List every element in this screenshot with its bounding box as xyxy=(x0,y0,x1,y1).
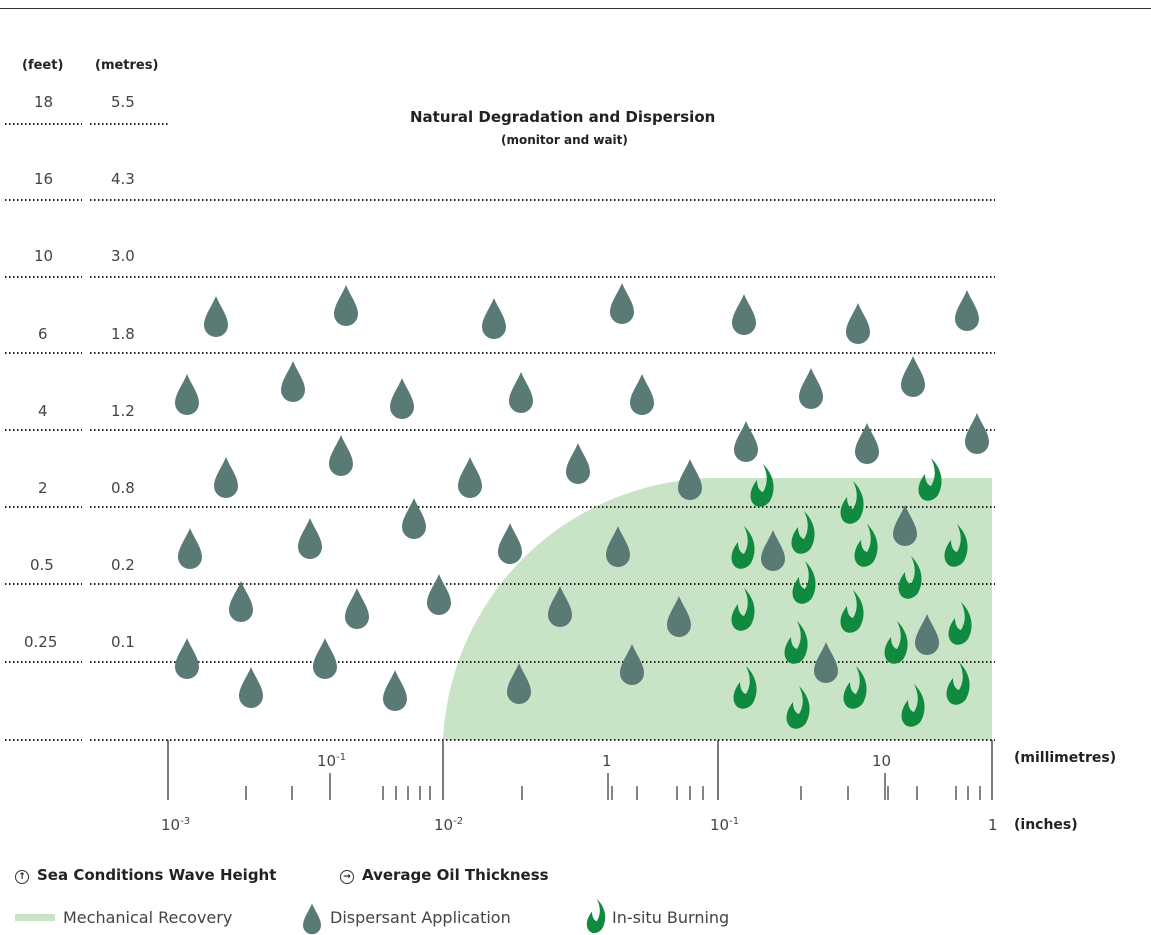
feet-label: 4 xyxy=(38,402,48,420)
thickness-scale xyxy=(167,740,993,800)
metres-label: 1.8 xyxy=(111,325,135,343)
metres-label: 1.2 xyxy=(111,402,135,420)
dispersant-drop-icon xyxy=(799,368,823,409)
dispersant-drop-icon xyxy=(630,374,654,415)
dispersant-drop-icon xyxy=(498,523,522,564)
inch-tick-label: 10-1 xyxy=(710,816,740,834)
inch-tick-label: 1 xyxy=(988,816,998,834)
feet-label: 6 xyxy=(38,325,48,343)
dispersant-drop-icon xyxy=(509,372,533,413)
right-arrow-icon: → xyxy=(340,870,354,884)
dispersant-drop-icon xyxy=(901,356,925,397)
oil-thickness-key: → Average Oil Thickness xyxy=(340,866,549,885)
up-arrow-icon: ↑ xyxy=(15,870,29,884)
dispersant-drop-icon xyxy=(239,667,263,708)
metres-label: 0.2 xyxy=(111,556,135,574)
zone-subtitle: (monitor and wait) xyxy=(501,133,628,147)
dispersant-drop-icon xyxy=(482,298,506,339)
dispersant-drop-icon xyxy=(734,421,758,462)
dispersant-drop-icon xyxy=(229,581,253,622)
inch-tick-label: 10-3 xyxy=(161,816,191,834)
legend-burning-label: In-situ Burning xyxy=(612,908,730,927)
feet-header: (feet) xyxy=(22,58,64,73)
dispersant-drop-icon xyxy=(965,413,989,454)
burning-legend-icon xyxy=(586,898,606,934)
metres-label: 0.1 xyxy=(111,633,135,651)
dispersant-drop-icon xyxy=(955,290,979,331)
legend-dispersant-label: Dispersant Application xyxy=(330,908,511,927)
dispersant-drop-icon xyxy=(402,498,426,539)
dispersant-drop-icon xyxy=(390,378,414,419)
dispersant-drop-icon xyxy=(298,518,322,559)
dispersant-legend-icon xyxy=(303,903,321,935)
mechanical-recovery-swatch xyxy=(15,914,55,921)
dispersant-drop-icon xyxy=(313,638,337,679)
zone-title: Natural Degradation and Dispersion xyxy=(410,108,716,126)
dispersant-drop-icon xyxy=(566,443,590,484)
dispersant-drop-icon xyxy=(334,285,358,326)
feet-label: 2 xyxy=(38,479,48,497)
dispersant-drop-icon xyxy=(846,303,870,344)
metres-label: 4.3 xyxy=(111,170,135,188)
inch-tick-label: 10-2 xyxy=(434,816,464,834)
metres-label: 3.0 xyxy=(111,247,135,265)
dispersant-drop-icon xyxy=(345,588,369,629)
feet-label: 0.5 xyxy=(30,556,54,574)
dispersant-drop-icon xyxy=(204,296,228,337)
wave-height-key: ↑ Sea Conditions Wave Height xyxy=(15,866,276,885)
feet-label: 16 xyxy=(34,170,54,188)
mm-tick-label: 10-1 xyxy=(317,752,347,770)
feet-label: 0.25 xyxy=(24,633,58,651)
dispersant-drop-icon xyxy=(732,294,756,335)
mm-unit-label: (millimetres) xyxy=(1014,750,1117,766)
feet-label: 18 xyxy=(34,93,54,111)
mechanical-recovery-region xyxy=(443,478,992,740)
dispersant-drop-icon xyxy=(610,283,634,324)
mm-tick-label: 1 xyxy=(602,752,612,770)
dispersant-drop-icon xyxy=(383,670,407,711)
dispersant-drop-icon xyxy=(178,528,202,569)
dispersant-drop-icon xyxy=(175,374,199,415)
dispersant-drop-icon xyxy=(214,457,238,498)
metres-label: 0.8 xyxy=(111,479,135,497)
top-rule xyxy=(0,8,1151,9)
dispersant-drop-icon xyxy=(329,435,353,476)
inch-unit-label: (inches) xyxy=(1014,817,1078,833)
dispersant-drop-icon xyxy=(427,574,451,615)
dispersant-drop-icon xyxy=(458,457,482,498)
metres-header: (metres) xyxy=(95,58,159,73)
metres-label: 5.5 xyxy=(111,93,135,111)
mm-tick-label: 10 xyxy=(872,752,892,770)
dispersant-drop-icon xyxy=(175,638,199,679)
dispersant-drop-icon xyxy=(678,459,702,500)
gridlines xyxy=(5,123,995,741)
feet-label: 10 xyxy=(34,247,54,265)
legend-mechanical-label: Mechanical Recovery xyxy=(63,908,233,927)
dispersant-drop-icon xyxy=(281,361,305,402)
